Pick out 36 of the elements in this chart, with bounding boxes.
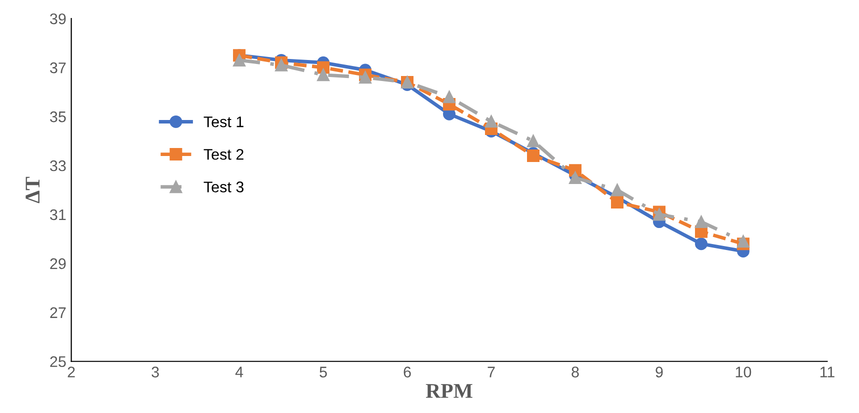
x-tick-label: 2 (68, 366, 75, 378)
point (736, 235, 750, 248)
point (275, 58, 288, 72)
y-tick-label: 25 (50, 356, 66, 368)
point (233, 54, 246, 66)
y-axis-title: ΔT (26, 176, 40, 204)
x-tick-label: 4 (235, 366, 244, 378)
x-tick-label: 7 (488, 366, 495, 378)
x-tick-label: 3 (152, 366, 159, 378)
y-tick-label: 29 (50, 258, 66, 270)
y-tick-label: 37 (50, 62, 66, 74)
y-tick-label: 39 (50, 13, 66, 24)
point (317, 68, 330, 82)
point (694, 216, 708, 228)
legend-label: Test 1 (204, 116, 244, 128)
x-tick-label: 8 (572, 366, 579, 378)
legend-label: Test 3 (204, 182, 244, 192)
point (359, 71, 372, 84)
x-axis-title: RPM (426, 384, 472, 398)
point (443, 90, 456, 104)
x-tick-label: 9 (656, 366, 663, 378)
x-tick-label: 11 (820, 366, 834, 378)
y-tick-label: 27 (50, 307, 66, 318)
y-tick-label: 31 (50, 209, 66, 220)
point (610, 196, 624, 208)
legend-label: Test 2 (204, 148, 244, 160)
y-tick-label: 33 (50, 160, 66, 172)
point (527, 134, 540, 148)
x-tick-label: 10 (736, 366, 752, 378)
point (694, 238, 708, 250)
y-tick-label: 35 (50, 111, 66, 122)
point (610, 184, 624, 196)
x-tick-label: 5 (320, 366, 327, 378)
x-tick-label: 6 (404, 366, 411, 378)
point (485, 115, 498, 128)
point (652, 208, 666, 221)
